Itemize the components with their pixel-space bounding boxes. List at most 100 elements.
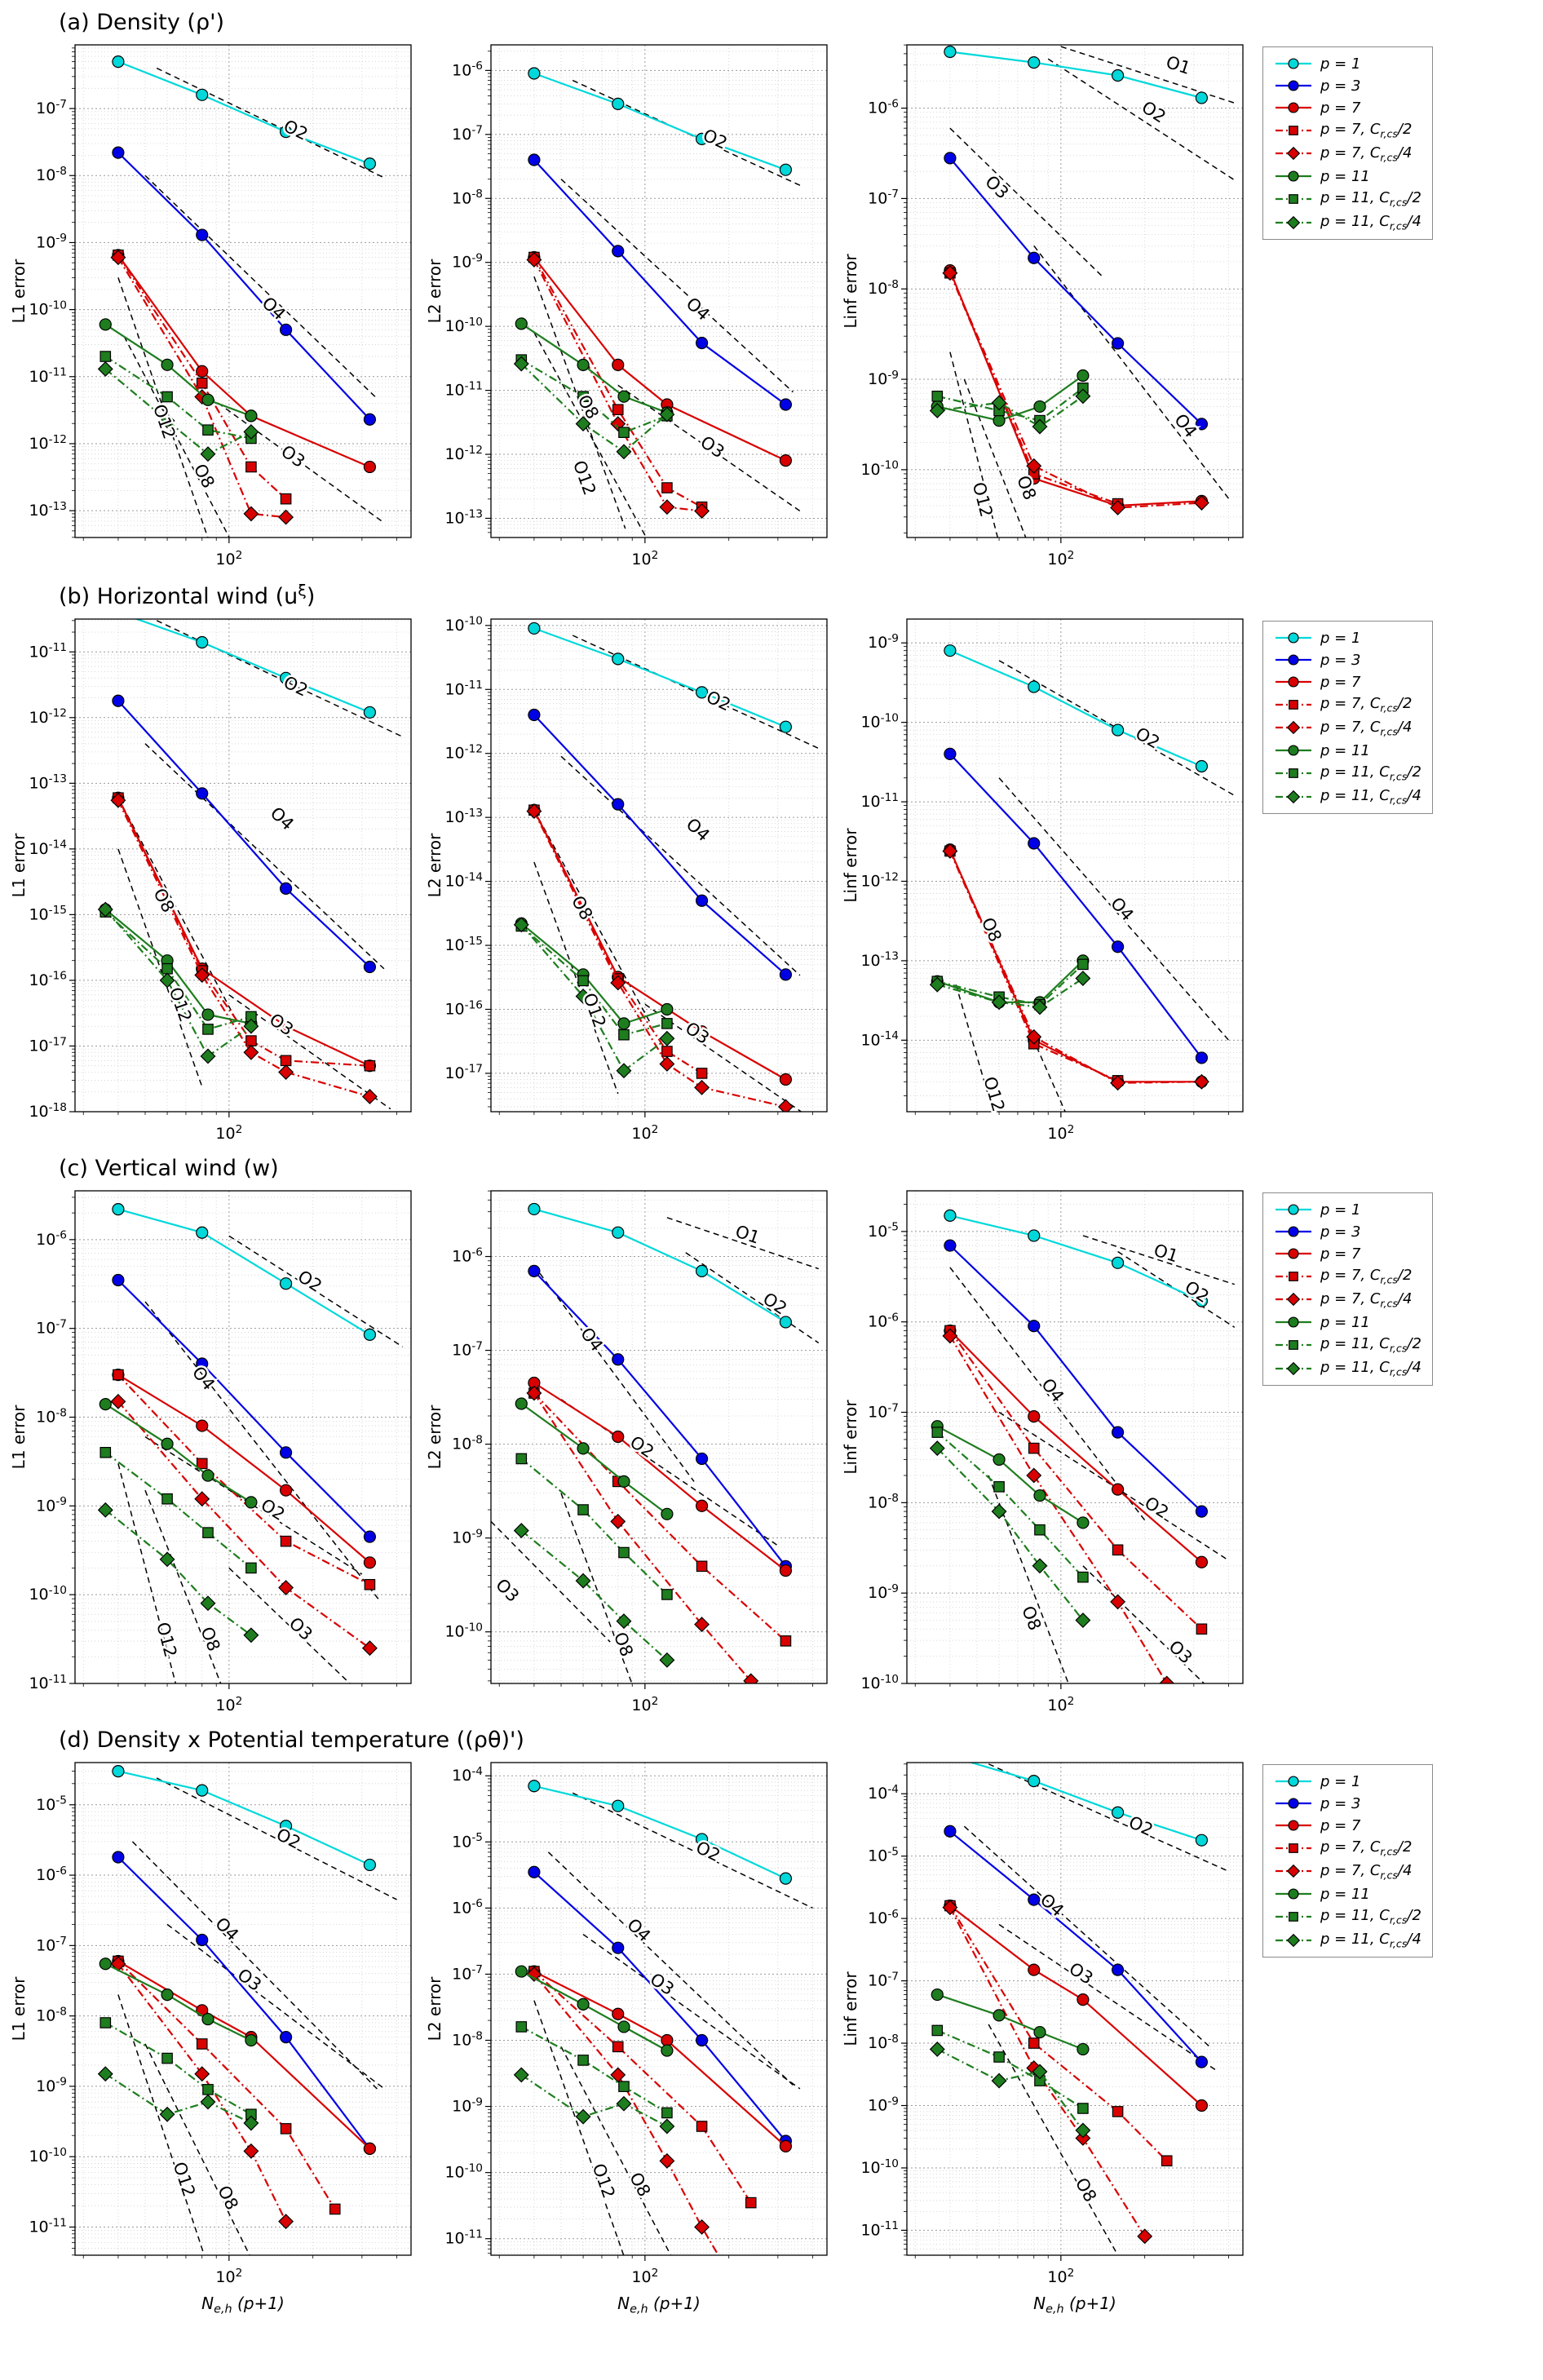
svg-text:10-10: 10-10	[860, 459, 899, 479]
svg-text:10-8: 10-8	[36, 2005, 67, 2024]
panel-group: 102 10-11 10-10 10-9 10-8 10-7 10-6 10-5 O2 O4 O3 O…	[5, 1754, 1253, 2320]
legend-label: p = 11, Cr,cs/4	[1320, 212, 1421, 232]
svg-text:10-4: 10-4	[868, 1783, 899, 1803]
svg-text:10-6: 10-6	[868, 1908, 899, 1927]
y-axis-label: L1 error	[9, 259, 29, 323]
legend-sample-diamond	[1276, 1361, 1311, 1375]
legend-sample-circle	[1276, 102, 1311, 113]
svg-text:10-6: 10-6	[36, 1229, 67, 1249]
panel-group: 102 10-18 10-17 10-16 10-15 10-14 10-13 10-12 10…	[5, 611, 1253, 1149]
convergence-plot: 10210-1110-1010-910-810-710-610-510-4O2O…	[841, 1762, 1244, 2316]
svg-text:10-7: 10-7	[36, 1317, 67, 1337]
legend-sample-square	[1276, 1340, 1311, 1350]
svg-text:10-9: 10-9	[868, 2095, 899, 2114]
svg-text:10-6: 10-6	[452, 1897, 483, 1917]
svg-text:10-8: 10-8	[868, 1492, 899, 1511]
svg-text:10-8: 10-8	[36, 1406, 67, 1426]
legend-item-p11q: p = 11, Cr,cs/4	[1274, 786, 1421, 807]
svg-text:10-17: 10-17	[29, 1035, 67, 1055]
svg-text:10-10: 10-10	[444, 316, 483, 335]
svg-text:102: 102	[631, 549, 658, 568]
convergence-plot: 10210-1110-1010-910-810-710-610-510-4O2O…	[425, 1762, 828, 2316]
svg-text:10-11: 10-11	[29, 366, 67, 386]
legend-item-p7q: p = 7, Cr,cs/4	[1274, 719, 1421, 737]
svg-text:10-7: 10-7	[868, 1401, 899, 1421]
legend-sample-circle	[1276, 1248, 1311, 1259]
svg-text:10-6: 10-6	[36, 1865, 67, 1884]
error-panel-l2: 102 10-17 10-16 10-15 10-14 10-13 10-12 10-11 10…	[421, 611, 833, 1149]
svg-text:102: 102	[1047, 1695, 1074, 1714]
legend-item-p11q: p = 11, Cr,cs/4	[1274, 1931, 1421, 1949]
svg-text:10-12: 10-12	[444, 743, 483, 763]
legend-item-p7: p = 7	[1274, 673, 1421, 691]
svg-text:10-11: 10-11	[29, 1673, 67, 1692]
svg-text:10-10: 10-10	[29, 299, 67, 318]
legend-item-p7h: p = 7, Cr,cs/2	[1274, 1267, 1421, 1286]
x-axis-label: Ne,h (p+1)	[617, 2294, 701, 2316]
legend-label: p = 3	[1320, 651, 1361, 669]
legend-sample-square	[1276, 194, 1311, 204]
svg-text:10-8: 10-8	[36, 165, 67, 184]
legend-item-p7h: p = 7, Cr,cs/2	[1274, 121, 1421, 140]
legend-item-p11h: p = 11, Cr,cs/2	[1274, 1907, 1421, 1927]
svg-text:10-6: 10-6	[868, 97, 899, 117]
svg-text:10-10: 10-10	[860, 711, 899, 731]
legend-item-p1: p = 1	[1274, 55, 1421, 73]
svg-text:10-11: 10-11	[444, 379, 483, 399]
y-axis-label: L2 error	[425, 259, 444, 323]
legend-item-p7: p = 7	[1274, 1816, 1421, 1834]
legend: p = 1 p = 3 p = 7 p = 7, Cr,cs/2 p = 7, Cr,c…	[1262, 1192, 1433, 1387]
svg-text:10-15: 10-15	[29, 904, 67, 923]
svg-text:10-8: 10-8	[452, 1433, 483, 1453]
legend: p = 1 p = 3 p = 7 p = 7, Cr,cs/2 p = 7, Cr,c…	[1262, 46, 1433, 241]
legend-sample-circle	[1276, 58, 1311, 69]
svg-text:10-4: 10-4	[452, 1765, 483, 1785]
error-panel-l2: 102 10-13 10-12 10-11 10-10 10-9 10-8 10-7 10-6 O…	[421, 37, 833, 575]
y-axis-label: L2 error	[425, 833, 444, 897]
svg-text:10-5: 10-5	[452, 1831, 483, 1851]
svg-text:10-6: 10-6	[868, 1311, 899, 1330]
legend-item-p11: p = 11	[1274, 167, 1421, 185]
legend-label: p = 11, Cr,cs/4	[1320, 786, 1421, 807]
error-panel-linf: 102 10-10 10-9 10-8 10-7 10-6 O1 O2 O3 O4 O12 O8 Lin…	[837, 37, 1249, 575]
legend: p = 1 p = 3 p = 7 p = 7, Cr,cs/2 p = 7, Cr,c…	[1262, 621, 1433, 815]
legend-sample-circle	[1276, 654, 1311, 666]
svg-text:102: 102	[215, 549, 242, 568]
legend-sample-square	[1276, 1912, 1311, 1922]
svg-text:10-12: 10-12	[29, 433, 67, 453]
legend-item-p11q: p = 11, Cr,cs/4	[1274, 1359, 1421, 1378]
svg-text:10-12: 10-12	[860, 870, 899, 890]
svg-text:102: 102	[631, 2267, 658, 2286]
y-axis-label: L1 error	[9, 1976, 29, 2041]
convergence-plot: 102 10-17 10-16 10-15 10-14 10-13 10-12 10-11 10…	[425, 615, 828, 1143]
legend-label: p = 1	[1320, 55, 1361, 73]
variable-row: (d) Density x Potential temperature ((ρθ…	[5, 1727, 1538, 2320]
legend-sample-circle	[1276, 170, 1311, 182]
legend-label: p = 7	[1320, 1245, 1361, 1263]
svg-text:10-11: 10-11	[29, 641, 67, 661]
svg-text:10-16: 10-16	[444, 998, 483, 1018]
svg-text:10-10: 10-10	[29, 2146, 67, 2165]
legend-label: p = 11, Cr,cs/2	[1320, 763, 1421, 783]
row-title: (c) Vertical wind (w)	[59, 1156, 279, 1181]
svg-text:10-9: 10-9	[36, 1495, 67, 1515]
legend-item-p3: p = 3	[1274, 1794, 1421, 1812]
svg-text:10-13: 10-13	[29, 772, 67, 792]
variable-row: (b) Horizontal wind (uξ) 102 10-18 10-17 10…	[5, 582, 1538, 1149]
legend-sample-circle	[1276, 1776, 1311, 1787]
svg-text:10-8: 10-8	[868, 278, 899, 298]
legend-sample-square	[1276, 125, 1311, 135]
error-panel-l1: 102 10-11 10-10 10-9 10-8 10-7 10-6 10-5 O2 O4 O3 O…	[5, 1754, 418, 2320]
legend-label: p = 11	[1320, 741, 1370, 759]
svg-text:10-8: 10-8	[452, 2029, 483, 2049]
legend-sample-square	[1276, 1843, 1311, 1853]
convergence-plot: 10210-1110-1010-910-810-710-610-5O2O4O3O…	[9, 1762, 412, 2316]
svg-text:10-14: 10-14	[29, 838, 67, 858]
svg-text:10-15: 10-15	[444, 935, 483, 954]
convergence-plot: 10210-1310-1210-1110-1010-910-810-710-6O…	[425, 44, 828, 568]
legend-label: p = 11, Cr,cs/2	[1320, 1907, 1421, 1927]
legend-sample-circle	[1276, 1204, 1311, 1215]
